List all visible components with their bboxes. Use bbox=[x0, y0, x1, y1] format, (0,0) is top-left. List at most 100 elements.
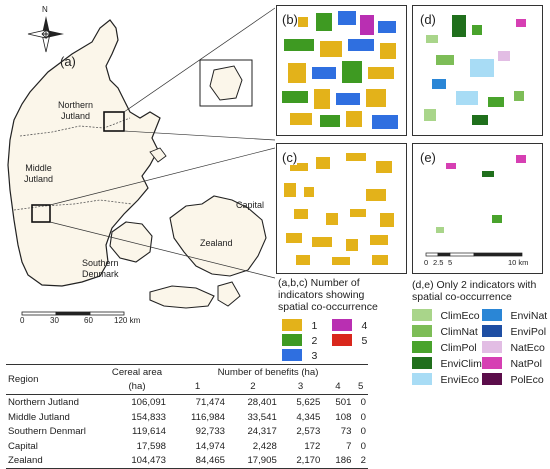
legend-swatch bbox=[332, 333, 352, 346]
legend-item-5: 5 bbox=[332, 331, 367, 349]
scale-label-60: 60 bbox=[84, 316, 93, 325]
lolland-island bbox=[149, 285, 215, 309]
panel-c-map bbox=[276, 143, 407, 274]
benefit-cell: 71,474 bbox=[195, 396, 225, 408]
panel-c-label: (c) bbox=[282, 150, 298, 165]
table-subheader-row: (ha) 1 2 3 4 5 bbox=[6, 380, 368, 395]
legend-swatch bbox=[482, 372, 502, 385]
legend-item-natpol: NatPol bbox=[482, 354, 542, 372]
legend-label: EnviClim bbox=[440, 358, 482, 370]
legend-label: ClimNat bbox=[440, 326, 478, 338]
legend-item-climpol: ClimPol bbox=[412, 338, 477, 356]
legend-swatch bbox=[412, 324, 432, 337]
benefit-cell: 116,984 bbox=[191, 411, 225, 423]
benefit-cell: 5,625 bbox=[296, 396, 321, 408]
legend-swatch bbox=[482, 308, 502, 321]
legend-swatch bbox=[412, 340, 432, 353]
col-benefit-5: 5 bbox=[358, 381, 364, 393]
benefit-cell: 4,345 bbox=[296, 411, 321, 423]
legend-label: EnviPol bbox=[510, 326, 547, 338]
scale-small-label-2.5: 2.5 bbox=[433, 258, 444, 267]
benefit-cell: 0 bbox=[360, 426, 366, 438]
benefit-cell: 84,465 bbox=[195, 455, 225, 467]
region-label-capital: Capital bbox=[236, 200, 265, 210]
legend-item-envinat: EnviNat bbox=[482, 306, 547, 324]
region-boundaries bbox=[13, 117, 133, 211]
region-label-northern: Northern Jutland bbox=[58, 100, 94, 121]
legend-swatch bbox=[412, 372, 432, 385]
table-row: Middle Jutland 154,833 116,984 33,541 4,… bbox=[6, 410, 368, 425]
benefit-cell: 501 bbox=[335, 396, 352, 408]
legend-item-climnat: ClimNat bbox=[412, 322, 478, 340]
legend-label: 4 bbox=[361, 320, 368, 332]
legend-label: EnviNat bbox=[510, 310, 548, 322]
benefit-cell: 2,573 bbox=[296, 426, 321, 438]
benefit-cell: 7 bbox=[346, 440, 352, 452]
parcel-fill bbox=[424, 15, 526, 125]
benefit-cell: 0 bbox=[360, 411, 366, 423]
region-label-middle: Middle Jutland bbox=[24, 163, 54, 184]
area-cell: 104,473 bbox=[131, 455, 166, 467]
benefit-cell: 28,401 bbox=[247, 396, 277, 408]
benefit-cell: 108 bbox=[335, 411, 352, 423]
benefit-cell: 2 bbox=[360, 455, 366, 467]
scale-label-30: 30 bbox=[50, 316, 59, 325]
legend-label: 5 bbox=[361, 335, 368, 347]
region-label-southern: Southern Denmark bbox=[82, 258, 119, 279]
zoom-box-south bbox=[31, 204, 51, 223]
legend-swatch bbox=[412, 356, 432, 369]
legend-item-envieco: EnviEco bbox=[412, 370, 479, 388]
scale-small-label-10: 10 km bbox=[508, 258, 529, 267]
scale-bar-small bbox=[425, 252, 523, 257]
panel-b-map bbox=[276, 5, 407, 136]
scale-label-120: 120 km bbox=[114, 316, 141, 325]
col-region-header: Region bbox=[8, 374, 39, 386]
legend-swatch bbox=[482, 324, 502, 337]
zealand-island bbox=[169, 195, 267, 277]
falster-island bbox=[217, 281, 241, 307]
scale-label-0: 0 bbox=[20, 316, 25, 325]
benefit-cell: 2,170 bbox=[296, 455, 321, 467]
region-cell: Southern Denmarl bbox=[8, 426, 86, 438]
legend-item-enviclim: EnviClim bbox=[412, 354, 482, 372]
parcel-fill bbox=[284, 153, 394, 265]
legend-swatch bbox=[282, 348, 302, 361]
area-cell: 154,833 bbox=[131, 411, 166, 423]
benefit-cell: 17,905 bbox=[247, 455, 277, 467]
col-area-header: Cereal area bbox=[111, 366, 163, 378]
legend-swatch bbox=[282, 333, 302, 346]
legend-label: PolEco bbox=[510, 374, 544, 386]
zoom-lines bbox=[49, 7, 275, 279]
panel-d-label: (d) bbox=[420, 12, 436, 27]
scale-small-label-0: 0 bbox=[424, 258, 429, 267]
legend-swatch bbox=[332, 318, 352, 331]
legend-item-3: 3 bbox=[282, 346, 317, 364]
north-arrow-icon bbox=[27, 16, 64, 53]
panel-e-map bbox=[412, 143, 543, 274]
small-island bbox=[149, 147, 167, 163]
parcel-fill bbox=[282, 11, 398, 129]
denmark-map bbox=[7, 7, 275, 316]
benefit-cell: 92,733 bbox=[195, 426, 225, 438]
legend-item-poleco: PolEco bbox=[482, 370, 544, 388]
legend-label: NatPol bbox=[510, 358, 542, 370]
legend-de: ClimEco EnviNat ClimNat EnviPol ClimPol … bbox=[412, 306, 548, 466]
region-cell: Northern Jutland bbox=[8, 396, 79, 408]
legend-item-climeco: ClimEco bbox=[412, 306, 480, 324]
benefit-cell: 33,541 bbox=[247, 411, 277, 423]
legend-de-title: (d,e) Only 2 indicators with spatial co-… bbox=[412, 279, 537, 303]
col-area-unit: (ha) bbox=[128, 381, 146, 393]
legend-swatch bbox=[282, 318, 302, 331]
zoom-box-north bbox=[103, 111, 125, 132]
benefit-cell: 2,428 bbox=[252, 440, 277, 452]
benefit-cell: 172 bbox=[304, 440, 321, 452]
region-cell: Capital bbox=[8, 440, 38, 452]
legend-label: NatEco bbox=[510, 342, 545, 354]
legend-item-2: 2 bbox=[282, 331, 317, 349]
table-header-row: Region Cereal area Number of benefits (h… bbox=[6, 364, 368, 385]
legend-label: 2 bbox=[311, 335, 318, 347]
area-cell: 106,091 bbox=[131, 396, 166, 408]
legend-label: ClimEco bbox=[440, 310, 480, 322]
scale-small-label-5: 5 bbox=[448, 258, 453, 267]
panel-b-label: (b) bbox=[282, 12, 298, 27]
